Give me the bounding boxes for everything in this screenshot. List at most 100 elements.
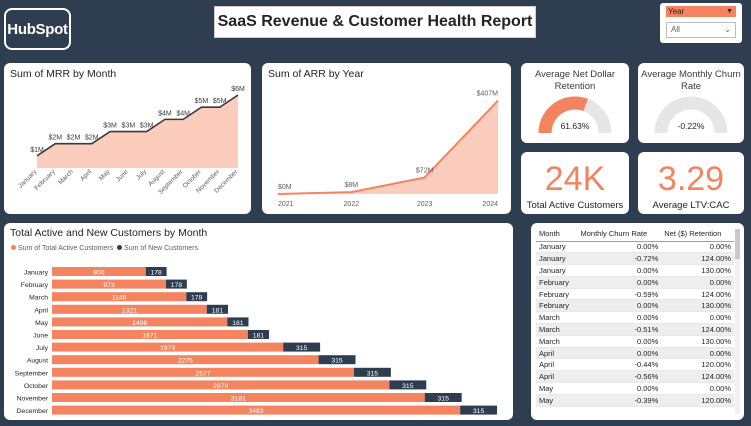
customers-chart-title: Total Active and New Customers by Month [10, 227, 208, 239]
data-label: $3M [140, 123, 154, 130]
table-row[interactable]: April -0.44% 120.00% [536, 358, 734, 372]
bar-new [389, 380, 427, 390]
customers-chart-card: Total Active and New Customers by Month … [4, 223, 513, 420]
data-label: 178 [191, 295, 203, 302]
data-label: $5M [195, 98, 209, 105]
cell-retention: 120.00% [661, 394, 734, 407]
churn-value: -0.22% [677, 121, 705, 131]
data-label: 1671 [142, 333, 157, 340]
column-header-month[interactable]: Month [536, 227, 578, 242]
bar-active [52, 367, 354, 377]
cell-churn: -0.72% [577, 252, 662, 266]
bar-new [318, 355, 356, 365]
table-row[interactable]: February 0.00% 130.00% [536, 299, 734, 313]
table-row[interactable]: March 0.00% 0.00% [536, 311, 734, 325]
ndr-title: Average Net Dollar Retention [534, 69, 616, 92]
cell-churn: -0.59% [577, 288, 662, 301]
cell-month: March [536, 335, 578, 348]
cell-retention: 130.00% [661, 299, 734, 313]
column-header-retention[interactable]: Net ($) Retention [661, 227, 734, 242]
cell-month: February [536, 276, 578, 289]
arr-area [278, 100, 498, 194]
mrr-chart-card: Sum of MRR by Month $1M January $2M Februar… [4, 63, 251, 214]
column-header-churn[interactable]: Monthly Churn Rate [577, 227, 662, 242]
cell-churn: -0.56% [577, 370, 662, 384]
cell-month: January [536, 264, 578, 277]
data-label: $5M [213, 98, 227, 105]
data-label: $1M [30, 147, 44, 154]
ltv-cac-card: 3.29 Average LTV:CAC [638, 152, 744, 214]
bar-new [206, 304, 229, 314]
table-row[interactable]: January -0.72% 124.00% [536, 252, 734, 266]
ndr-gauge-card: Average Net Dollar Retention 61.63% [521, 63, 629, 143]
cell-retention: 124.00% [661, 323, 734, 336]
arr-chart-card: Sum of ARR by Year $0M 2021 $8M 2022 $72M 202… [262, 63, 511, 214]
bar-active [52, 317, 228, 327]
y-tick-label: January [24, 270, 49, 277]
data-label: $0M [278, 184, 292, 191]
table-row[interactable]: April -0.56% 124.00% [536, 370, 734, 384]
cell-month: May [536, 394, 578, 407]
bar-new [283, 342, 321, 352]
cell-churn: 0.00% [577, 264, 662, 277]
legend-item-new[interactable]: Sum of New Customers [124, 245, 198, 252]
table-row[interactable]: May 0.00% 0.00% [536, 382, 734, 395]
retention-table-scroll[interactable]: Month Monthly Churn Rate Net ($) Retenti… [536, 227, 734, 417]
data-label: $3M [103, 123, 117, 130]
cell-month: April [536, 358, 578, 372]
retention-table-card: Month Monthly Churn Rate Net ($) Retenti… [531, 223, 744, 420]
data-label: 315 [438, 396, 450, 403]
cell-retention: 0.00% [661, 276, 734, 289]
table-scrollbar[interactable] [735, 229, 740, 414]
table-row[interactable]: March 0.00% 130.00% [536, 335, 734, 348]
table-row[interactable]: March -0.51% 124.00% [536, 323, 734, 336]
table-row[interactable]: April 0.00% 0.00% [536, 347, 734, 360]
data-label: 315 [331, 358, 343, 365]
cell-retention: 130.00% [661, 264, 734, 277]
mrr-line [36, 94, 239, 157]
bar-active [52, 342, 284, 352]
cell-month: May [536, 382, 578, 395]
x-tick-label: April [79, 168, 94, 183]
year-slicer-dropdown[interactable]: All ⌄ [666, 22, 736, 38]
data-label: 1973 [160, 345, 175, 352]
table-row[interactable]: February 0.00% 0.00% [536, 276, 734, 289]
data-label: 1321 [122, 307, 137, 314]
cell-churn: 0.00% [577, 276, 662, 289]
bar-active [52, 355, 319, 365]
page-title: SaaS Revenue & Customer Health Report [217, 13, 533, 30]
y-tick-label: February [21, 282, 49, 289]
cell-churn: -0.51% [577, 323, 662, 336]
table-row[interactable]: January 0.00% 0.00% [536, 241, 734, 254]
data-label: 2275 [178, 358, 193, 365]
year-slicer-header[interactable]: Year ▼ [666, 6, 736, 17]
bar-new [247, 330, 270, 339]
table-row[interactable]: January 0.00% 130.00% [536, 264, 734, 277]
data-label: 1496 [132, 320, 147, 327]
data-label: $2M [48, 135, 62, 142]
y-tick-label: March [29, 295, 48, 302]
x-tick-label: 2023 [417, 201, 433, 208]
bar-active [52, 292, 187, 302]
cell-churn: 0.00% [577, 299, 662, 313]
data-label: $72M [416, 167, 434, 174]
data-label: $2M [67, 135, 81, 142]
active-customers-card: 24K Total Active Customers [521, 152, 629, 214]
table-header-row: Month Monthly Churn Rate Net ($) Retenti… [536, 227, 734, 242]
y-tick-label: December [17, 408, 49, 415]
data-label: 315 [367, 370, 379, 377]
data-label: $4M [176, 110, 190, 117]
legend-item-active[interactable]: Sum of Total Active Customers [17, 245, 114, 252]
x-tick-label: July [135, 168, 149, 182]
mrr-chart-title: Sum of MRR by Month [10, 68, 117, 80]
cell-retention: 120.00% [661, 358, 734, 372]
cell-retention: 130.00% [661, 335, 734, 348]
cell-churn: 0.00% [577, 241, 662, 254]
ltv-cac-label: Average LTV:CAC [652, 200, 730, 211]
table-row[interactable]: May -0.39% 120.00% [536, 394, 734, 407]
table-scrollbar-thumb[interactable] [735, 229, 740, 259]
cell-retention: 124.00% [661, 370, 734, 384]
x-tick-label: June [115, 168, 130, 183]
table-row[interactable]: February -0.59% 124.00% [536, 288, 734, 301]
data-label: 315 [473, 408, 485, 415]
